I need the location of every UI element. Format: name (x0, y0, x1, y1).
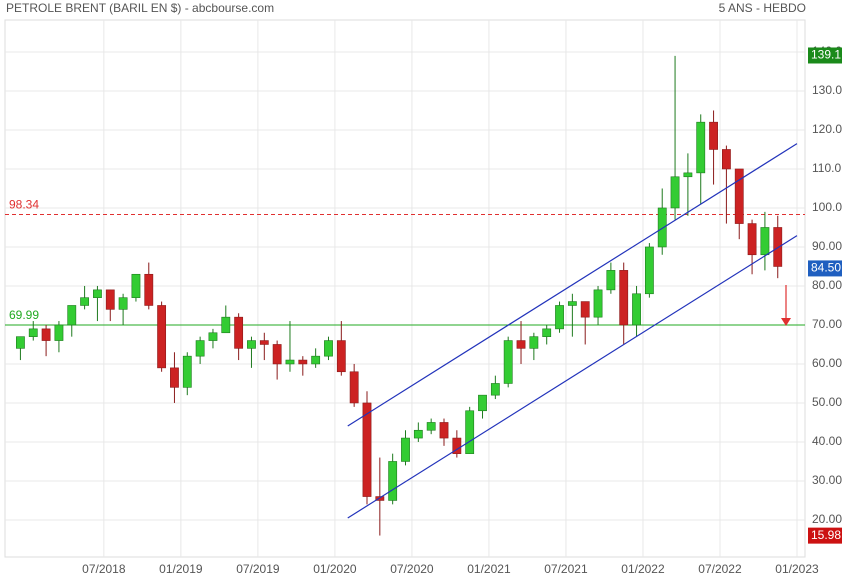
y-tick-label: 60.00 (812, 356, 842, 370)
candle-body (465, 410, 475, 454)
candle-body (234, 316, 244, 349)
candle-body (54, 324, 64, 341)
candle-body (657, 207, 667, 248)
candle-body (516, 340, 526, 349)
candle-body (478, 394, 487, 412)
x-tick-label: 07/2020 (390, 562, 434, 576)
candle-body (760, 227, 770, 256)
grid (5, 20, 805, 557)
candle-body (696, 121, 706, 174)
candle-body (272, 344, 282, 365)
price-marker-label: 84.50 (811, 261, 841, 275)
arrow-head (781, 318, 791, 326)
plot-frame (4, 19, 806, 558)
candle-body (580, 301, 590, 318)
y-tick-label: 70.00 (812, 317, 842, 331)
candle-body (670, 176, 680, 209)
x-tick-label: 07/2021 (544, 562, 588, 576)
candle-body (721, 149, 731, 170)
y-tick-label: 40.00 (812, 434, 842, 448)
candle-body (247, 340, 256, 349)
candle-body (709, 121, 718, 150)
candle-body (773, 227, 783, 267)
candle-body (195, 340, 205, 357)
price-marker (808, 47, 842, 64)
candle-body (349, 371, 359, 404)
y-tick-label: 20.00 (812, 512, 842, 526)
y-tick-label: 50.00 (812, 395, 842, 409)
candle-body (16, 336, 25, 349)
candle-body (259, 340, 269, 345)
candle-body (452, 437, 462, 454)
candle-body (67, 305, 77, 326)
channel-line (347, 235, 798, 519)
price-marker (808, 260, 842, 277)
channel-line (347, 143, 798, 427)
price-marker-label: 139.1 (811, 48, 841, 62)
chart-subtitle: 5 ANS - HEBDO (719, 1, 806, 15)
y-tick-label: 80.00 (812, 278, 842, 292)
marks (16, 55, 783, 536)
reference-label: 98.34 (9, 198, 39, 212)
chart-title: PETROLE BRENT (BARIL EN $) - abcbourse.c… (6, 1, 274, 15)
candle-body (157, 305, 167, 369)
candle-body (426, 422, 436, 431)
candle-body (734, 168, 744, 224)
candle-body (336, 340, 346, 373)
candle-body (747, 223, 757, 256)
candle-body (80, 297, 90, 306)
candle-body (632, 293, 641, 326)
y-tick-label: 120.0 (812, 122, 842, 136)
y-tick-label: 90.00 (812, 239, 842, 253)
x-tick-label: 07/2022 (698, 562, 742, 576)
candle-body (388, 461, 398, 501)
x-tick-label: 01/2021 (467, 562, 511, 576)
candle-body (606, 270, 616, 291)
candle-body (311, 355, 321, 365)
candle-body (105, 289, 115, 310)
y-tick-label: 110.0 (812, 161, 841, 175)
candle-body (555, 305, 564, 330)
x-tick-label: 01/2020 (313, 562, 357, 576)
x-tick-label: 01/2023 (775, 562, 819, 576)
price-marker (808, 527, 842, 544)
candle-body (285, 359, 295, 365)
candle-body (170, 367, 179, 388)
x-tick-label: 07/2019 (236, 562, 280, 576)
candle-body (41, 328, 51, 341)
x-tick-label: 01/2019 (159, 562, 203, 576)
candle-body (221, 316, 231, 334)
candle-body (298, 359, 308, 365)
candle-body (567, 301, 577, 306)
price-marker-label: 15.98 (811, 528, 841, 542)
candle-body (413, 429, 423, 439)
candle-body (542, 328, 552, 337)
candle-body (93, 289, 102, 298)
candle-body (362, 402, 372, 497)
candle-body (439, 422, 449, 439)
candle-body (683, 172, 693, 178)
candle-body (529, 336, 539, 349)
candle-body (324, 340, 333, 357)
reference-label: 69.99 (9, 308, 39, 322)
candle-body (503, 340, 513, 384)
candle-body (490, 383, 500, 396)
candle-body (118, 297, 128, 310)
y-tick-label: 130.0 (812, 83, 842, 97)
candle-body (182, 355, 192, 388)
x-tick-label: 01/2022 (621, 562, 665, 576)
x-tick-label: 07/2018 (82, 562, 126, 576)
candle-body (144, 273, 154, 306)
candle-body (131, 273, 141, 298)
y-tick-label: 30.00 (812, 473, 842, 487)
y-tick-label: 100.0 (812, 200, 842, 214)
candle-body (401, 437, 410, 462)
candle-body (644, 246, 654, 295)
candle-body (208, 332, 218, 341)
candle-body (28, 328, 38, 337)
candle-body (593, 289, 603, 318)
candle-body (619, 270, 629, 326)
